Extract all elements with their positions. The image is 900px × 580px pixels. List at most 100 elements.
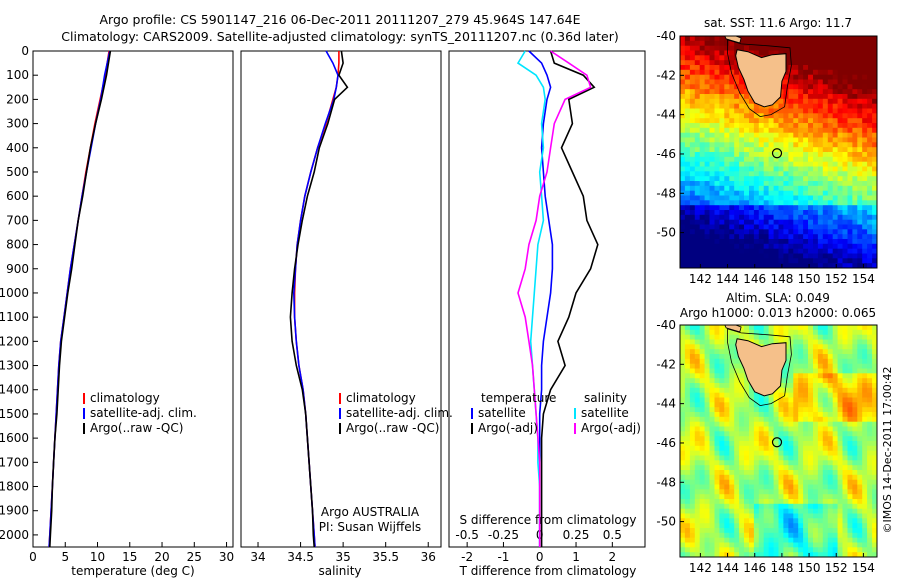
heatmap-cell xyxy=(847,224,853,230)
heatmap-cell xyxy=(680,195,686,201)
heatmap-cell xyxy=(803,263,809,268)
heatmap-cell xyxy=(822,445,829,452)
heatmap-cell xyxy=(699,89,706,95)
heatmap-cell xyxy=(847,147,853,153)
heatmap-cell xyxy=(817,166,824,172)
heatmap-cell xyxy=(808,489,814,495)
heatmap-cell xyxy=(773,185,780,192)
heatmap-cell xyxy=(734,40,740,47)
heatmap-cell xyxy=(719,229,725,235)
heatmap-cell xyxy=(768,489,775,495)
heatmap-cell xyxy=(837,219,844,226)
heatmap-cell xyxy=(680,344,686,350)
heatmap-cell xyxy=(862,402,868,408)
heatmap-cell xyxy=(734,470,740,476)
heatmap-cell xyxy=(684,426,691,432)
heatmap-cell xyxy=(803,518,809,524)
heatmap-cell xyxy=(803,65,809,71)
heatmap-cell xyxy=(704,108,711,114)
heatmap-cell xyxy=(753,484,760,490)
heatmap-cell xyxy=(699,94,706,100)
heatmap-cell xyxy=(788,508,794,515)
heatmap-cell xyxy=(817,69,824,76)
heatmap-cell xyxy=(817,176,824,182)
heatmap-cell xyxy=(729,373,735,379)
heatmap-cell xyxy=(813,205,819,211)
heatmap-cell xyxy=(699,214,706,221)
difference-legend: temperature salinitysatelliteArgo(-adj)sa… xyxy=(471,391,641,435)
heatmap-cell xyxy=(699,127,706,134)
heatmap-cell xyxy=(778,132,784,139)
heatmap-cell xyxy=(788,108,794,114)
heatmap-cell xyxy=(729,181,735,187)
heatmap-cell xyxy=(714,147,720,153)
heatmap-cell xyxy=(758,248,765,255)
heatmap-cell xyxy=(852,60,858,66)
heatmap-cell xyxy=(734,243,740,250)
heatmap-cell xyxy=(793,392,799,399)
heatmap-cell xyxy=(768,547,775,553)
heatmap-cell xyxy=(852,484,858,490)
heatmap-cell xyxy=(724,421,730,428)
heatmap-cell xyxy=(763,339,770,345)
heatmap-cell xyxy=(768,470,775,476)
heatmap-cell xyxy=(798,69,804,76)
heatmap-cell xyxy=(822,325,829,331)
heatmap-cell xyxy=(729,118,735,124)
heatmap-cell xyxy=(867,479,873,486)
heatmap-cell xyxy=(847,50,853,56)
heatmap-cell xyxy=(832,55,839,61)
heatmap-cell xyxy=(808,354,814,360)
heatmap-cell xyxy=(744,210,750,216)
legend-label: Argo(..raw -QC) xyxy=(90,421,183,435)
heatmap-cell xyxy=(699,455,706,461)
heatmap-cell xyxy=(694,383,701,389)
heatmap-cell xyxy=(852,214,858,221)
heatmap-cell xyxy=(778,542,784,548)
heatmap-cell xyxy=(783,190,789,197)
heatmap-cell xyxy=(837,412,844,418)
heatmap-cell xyxy=(694,147,701,153)
heatmap-cell xyxy=(817,421,824,428)
temperature-axis: 0 5 10 15 20 25 30 xyxy=(29,542,234,564)
heatmap-cell xyxy=(724,383,730,389)
heatmap-cell xyxy=(837,89,844,95)
heatmap-cell xyxy=(867,200,873,206)
heatmap-cell xyxy=(832,239,839,245)
heatmap-cell xyxy=(862,499,868,505)
heatmap-cell xyxy=(680,79,686,85)
heatmap-cell xyxy=(793,387,799,394)
heatmap-cell xyxy=(729,397,735,403)
heatmap-cell xyxy=(832,103,839,110)
heatmap-cell xyxy=(709,176,715,182)
heatmap-cell xyxy=(832,132,839,139)
heatmap-cell xyxy=(822,334,829,341)
heatmap-cell xyxy=(714,494,720,500)
heatmap-cell xyxy=(699,156,706,163)
heatmap-cell xyxy=(847,460,853,466)
heatmap-cell xyxy=(817,479,824,486)
heatmap-cell xyxy=(793,195,799,201)
heatmap-cell xyxy=(813,171,819,177)
heatmap-cell xyxy=(803,239,809,245)
heatmap-cell xyxy=(709,79,715,85)
heatmap-cell xyxy=(680,499,686,505)
heatmap-cell xyxy=(852,349,858,355)
heatmap-cell xyxy=(842,84,848,90)
heatmap-cell xyxy=(773,219,780,226)
heatmap-cell xyxy=(808,397,814,403)
heatmap-cell xyxy=(739,243,745,250)
heatmap-cell xyxy=(832,74,839,81)
heatmap-cell xyxy=(813,416,819,423)
heatmap-cell xyxy=(709,234,715,240)
heatmap-cell xyxy=(763,426,770,432)
heatmap-cell xyxy=(689,499,696,505)
heatmap-cell xyxy=(719,537,725,544)
heatmap-cell xyxy=(749,108,755,114)
heatmap-cell xyxy=(709,166,715,172)
heatmap-cell xyxy=(694,450,701,457)
heatmap-cell xyxy=(689,445,696,452)
heatmap-cell xyxy=(847,113,853,119)
heatmap-cell xyxy=(793,460,799,466)
salinity-plot-frame xyxy=(240,50,442,548)
